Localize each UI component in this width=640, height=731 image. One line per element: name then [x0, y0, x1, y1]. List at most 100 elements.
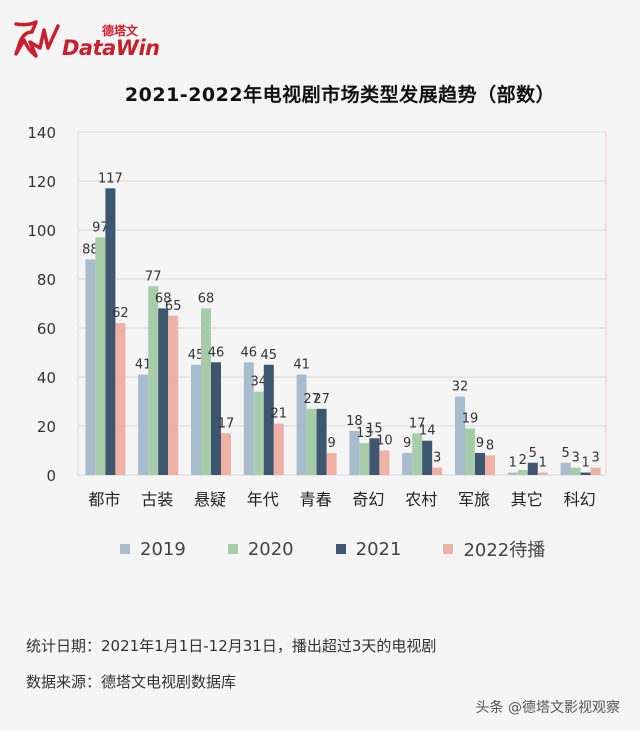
bar	[316, 408, 327, 475]
y-tick-label: 140	[27, 124, 56, 142]
legend-item: 2022待播	[443, 536, 545, 562]
data-label: 27	[313, 392, 330, 407]
bar	[517, 470, 528, 475]
data-label: 68	[198, 291, 215, 306]
data-label: 21	[271, 407, 288, 422]
bar	[148, 286, 159, 475]
bar	[560, 462, 571, 475]
legend-label: 2022待播	[463, 540, 546, 561]
data-label: 46	[241, 345, 258, 360]
bar	[580, 472, 591, 475]
bar	[263, 364, 274, 475]
legend-swatch	[443, 544, 454, 554]
data-label: 13	[356, 426, 373, 441]
bar	[422, 440, 433, 475]
legend-swatch	[335, 544, 346, 554]
bar	[138, 374, 149, 475]
data-label: 3	[571, 451, 579, 466]
bar	[359, 443, 370, 475]
data-label: 1	[581, 456, 589, 471]
bar	[527, 462, 538, 475]
data-label: 32	[452, 380, 469, 395]
bar	[570, 467, 581, 475]
chart-title: 2021-2022年电视剧市场类型发展趋势（部数）	[124, 84, 556, 106]
data-label: 5	[561, 446, 569, 461]
data-label: 62	[112, 306, 129, 321]
data-label: 41	[293, 358, 310, 373]
legend-item: 2021	[335, 536, 402, 562]
data-label: 5	[529, 446, 537, 461]
data-label: 3	[591, 451, 599, 466]
bar	[485, 455, 495, 475]
bar	[296, 374, 307, 475]
category-label: 年代	[247, 490, 279, 509]
legend-swatch	[120, 544, 130, 554]
category-label: 古装	[141, 490, 173, 509]
chart-legend: 2019 2020 2021 2022待播	[120, 536, 587, 562]
data-label: 77	[145, 269, 162, 284]
data-label: 9	[327, 436, 335, 451]
category-label: 其它	[511, 490, 543, 509]
legend-label: 2021	[355, 538, 402, 560]
legend-label: 2019	[140, 538, 186, 560]
data-label: 17	[218, 416, 235, 431]
bar	[191, 364, 201, 475]
footer-source-note: 数据来源：德塔文电视剧数据库	[26, 673, 237, 691]
y-tick-label: 20	[37, 418, 56, 436]
data-label: 15	[366, 421, 383, 436]
data-label: 117	[98, 171, 123, 186]
bar	[412, 433, 423, 475]
data-label: 68	[155, 291, 172, 306]
bar	[221, 433, 231, 475]
y-tick-label: 0	[46, 467, 56, 485]
data-label: 9	[403, 436, 411, 451]
category-label: 都市	[88, 490, 120, 509]
legend-swatch	[227, 544, 238, 554]
bar	[537, 472, 548, 475]
data-label: 45	[188, 348, 205, 363]
data-label: 65	[165, 299, 182, 314]
data-label: 3	[433, 451, 441, 466]
bar	[590, 467, 601, 475]
legend-label: 2020	[247, 538, 294, 560]
bar-chart: 020406080100120140889711762都市41776865古装4…	[27, 124, 607, 509]
data-label: 34	[251, 375, 268, 390]
bar	[349, 430, 360, 475]
y-tick-label: 80	[37, 271, 56, 289]
data-label: 19	[462, 411, 479, 426]
legend-item: 2020	[227, 536, 294, 562]
bar	[402, 452, 413, 475]
category-label: 悬疑	[194, 490, 226, 509]
bar	[432, 467, 443, 475]
category-label: 科幻	[564, 490, 596, 509]
bar	[95, 237, 106, 475]
data-label: 88	[82, 242, 99, 257]
data-label: 45	[261, 348, 278, 363]
bar	[507, 472, 518, 475]
bar	[465, 428, 475, 475]
datawin-logo-mark-icon	[14, 20, 60, 58]
data-label: 9	[476, 436, 484, 451]
data-label: 18	[346, 414, 363, 429]
data-label: 2	[519, 453, 527, 468]
bar	[326, 452, 337, 475]
bar	[211, 362, 221, 475]
data-label: 1	[539, 456, 547, 471]
brand-name: DataWin	[62, 36, 160, 60]
data-label: 27	[303, 392, 320, 407]
bar	[168, 315, 179, 475]
y-tick-label: 120	[27, 173, 56, 191]
bar	[115, 323, 126, 475]
bar	[105, 188, 116, 475]
bar	[85, 259, 96, 475]
legend-item: 2019	[120, 536, 186, 562]
y-tick-label: 40	[37, 369, 56, 387]
y-tick-label: 60	[37, 320, 56, 338]
bar	[158, 308, 169, 475]
watermark-text: 头条 @德塔文影视观察	[475, 700, 620, 716]
bar	[379, 450, 390, 475]
bar	[475, 452, 485, 475]
data-label: 41	[135, 358, 152, 373]
footer-date-note: 统计日期：2021年1月1日-12月31日，播出超过3天的电视剧	[26, 637, 437, 655]
category-label: 军旅	[458, 490, 490, 509]
